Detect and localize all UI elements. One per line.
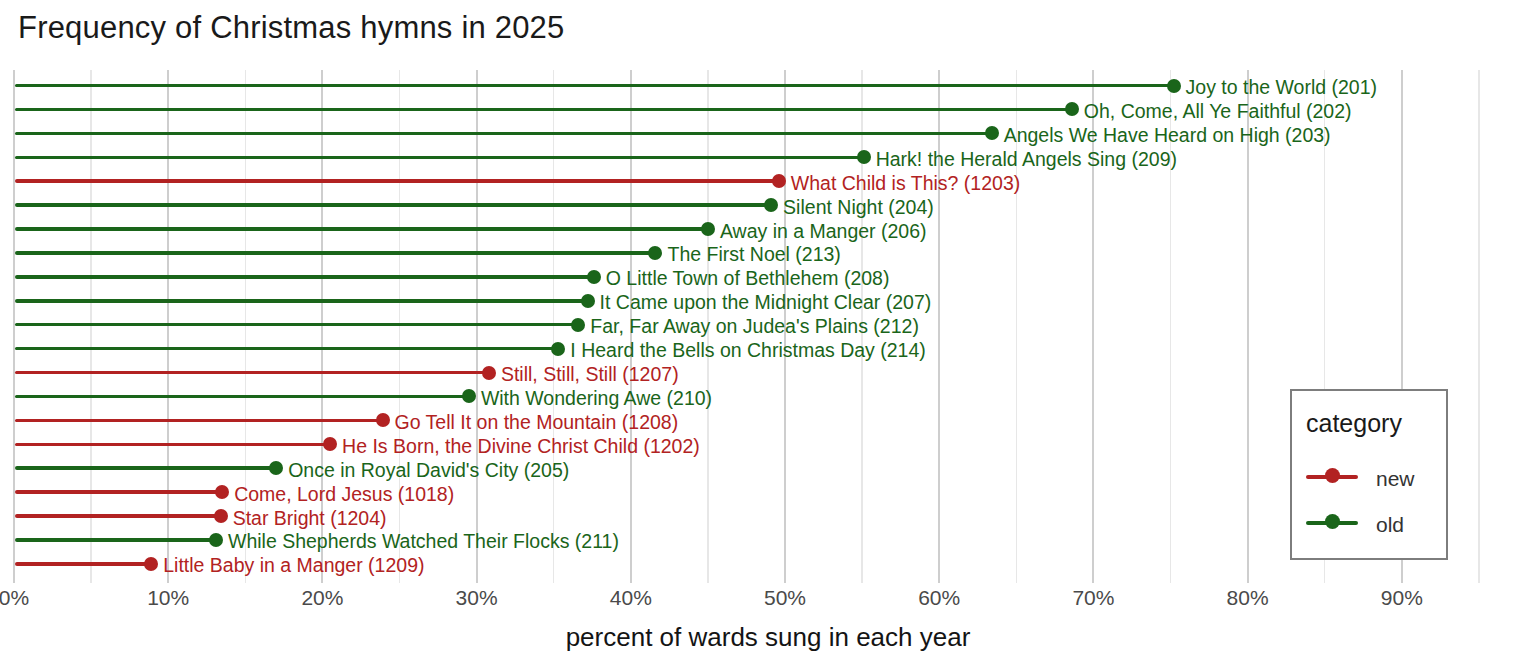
legend-key-dot bbox=[1325, 468, 1340, 483]
legend-key-dot bbox=[1325, 514, 1340, 529]
lollipop-dot bbox=[1065, 102, 1079, 116]
x-tick-label-20: 20% bbox=[301, 586, 343, 610]
major-gridline-30 bbox=[476, 70, 478, 583]
lollipop-dot bbox=[551, 342, 565, 356]
lollipop-dot bbox=[587, 270, 601, 284]
lollipop-stem bbox=[15, 132, 992, 136]
lollipop-label: Oh, Come, All Ye Faithful (202) bbox=[1084, 102, 1352, 122]
lollipop-stem bbox=[15, 251, 655, 255]
lollipop-stem bbox=[15, 347, 558, 351]
major-gridline-10 bbox=[167, 70, 169, 583]
x-tick-label-50: 50% bbox=[764, 586, 806, 610]
lollipop-dot bbox=[1167, 79, 1181, 93]
lollipop-label: Go Tell It on the Mountain (1208) bbox=[395, 413, 679, 433]
lollipop-dot bbox=[323, 437, 337, 451]
major-gridline-0 bbox=[13, 70, 15, 583]
lollipop-dot bbox=[581, 294, 595, 308]
minor-gridline-25 bbox=[399, 70, 401, 583]
lollipop-stem bbox=[15, 371, 489, 375]
lollipop-label: While Shepherds Watched Their Flocks (21… bbox=[228, 532, 619, 552]
lollipop-label: Hark! the Herald Angels Sing (209) bbox=[876, 150, 1177, 170]
major-gridline-60 bbox=[938, 70, 940, 583]
x-tick-label-60: 60% bbox=[918, 586, 960, 610]
lollipop-stem bbox=[15, 466, 276, 470]
lollipop-stem bbox=[15, 514, 221, 518]
major-gridline-80 bbox=[1247, 70, 1249, 583]
lollipop-label: Angels We Have Heard on High (203) bbox=[1004, 126, 1331, 146]
x-tick-label-90: 90% bbox=[1381, 586, 1423, 610]
minor-gridline-95 bbox=[1478, 70, 1480, 583]
lollipop-stem bbox=[15, 179, 779, 183]
plot-area: Joy to the World (201) Oh, Come, All Ye F… bbox=[0, 0, 1536, 672]
lollipop-label: Still, Still, Still (1207) bbox=[501, 365, 679, 385]
lollipop-stem bbox=[15, 490, 222, 494]
lollipop-dot bbox=[985, 126, 999, 140]
lollipop-label: It Came upon the Midnight Clear (207) bbox=[600, 293, 932, 313]
x-tick-label-0: 0% bbox=[0, 586, 29, 610]
minor-gridline-75 bbox=[1170, 70, 1172, 583]
lollipop-stem bbox=[15, 156, 864, 160]
minor-gridline-35 bbox=[553, 70, 555, 583]
lollipop-dot bbox=[209, 533, 223, 547]
lollipop-stem bbox=[15, 538, 216, 542]
lollipop-dot bbox=[269, 461, 283, 475]
x-tick-label-40: 40% bbox=[610, 586, 652, 610]
lollipop-dot bbox=[462, 389, 476, 403]
lollipop-dot bbox=[764, 198, 778, 212]
lollipop-label: Come, Lord Jesus (1018) bbox=[234, 485, 454, 505]
legend-title: category bbox=[1306, 409, 1402, 438]
minor-gridline-65 bbox=[1016, 70, 1018, 583]
lollipop-dot bbox=[215, 485, 229, 499]
lollipop-stem bbox=[15, 108, 1072, 112]
lollipop-label: Once in Royal David's City (205) bbox=[288, 461, 569, 481]
x-tick-label-70: 70% bbox=[1072, 586, 1114, 610]
lollipop-label: What Child is This? (1203) bbox=[791, 174, 1020, 194]
lollipop-dot bbox=[214, 509, 228, 523]
x-axis-title: percent of wards sung in each year bbox=[0, 622, 1536, 653]
lollipop-stem bbox=[15, 395, 469, 399]
x-tick-label-80: 80% bbox=[1227, 586, 1269, 610]
legend-entry-label: new bbox=[1376, 467, 1415, 491]
lollipop-label: With Wondering Awe (210) bbox=[481, 389, 712, 409]
lollipop-label: The First Noel (213) bbox=[667, 245, 840, 265]
lollipop-label: O Little Town of Bethlehem (208) bbox=[606, 269, 890, 289]
lollipop-dot bbox=[144, 557, 158, 571]
lollipop-label: Away in a Manger (206) bbox=[720, 222, 927, 242]
lollipop-stem bbox=[15, 203, 771, 207]
lollipop-stem bbox=[15, 227, 708, 231]
lollipop-label: Star Bright (1204) bbox=[233, 509, 387, 529]
lollipop-dot bbox=[571, 318, 585, 332]
legend-entry-label: old bbox=[1376, 513, 1404, 537]
major-gridline-70 bbox=[1092, 70, 1094, 583]
lollipop-dot bbox=[772, 174, 786, 188]
lollipop-label: He Is Born, the Divine Christ Child (120… bbox=[342, 437, 700, 457]
lollipop-label: Joy to the World (201) bbox=[1186, 78, 1377, 98]
lollipop-dot bbox=[648, 246, 662, 260]
lollipop-label: Far, Far Away on Judea's Plains (212) bbox=[590, 317, 919, 337]
x-tick-label-30: 30% bbox=[456, 586, 498, 610]
x-tick-label-10: 10% bbox=[147, 586, 189, 610]
lollipop-stem bbox=[15, 419, 383, 423]
minor-gridline-5 bbox=[90, 70, 92, 583]
lollipop-stem bbox=[15, 275, 594, 279]
lollipop-label: Silent Night (204) bbox=[783, 198, 934, 218]
lollipop-dot bbox=[857, 150, 871, 164]
lollipop-label: I Heard the Bells on Christmas Day (214) bbox=[570, 341, 925, 361]
lollipop-stem bbox=[15, 299, 588, 303]
legend: category new old bbox=[1290, 389, 1448, 560]
lollipop-label: Little Baby in a Manger (1209) bbox=[163, 556, 424, 576]
lollipop-stem bbox=[15, 323, 578, 327]
lollipop-stem bbox=[15, 562, 151, 566]
lollipop-dot bbox=[701, 222, 715, 236]
lollipop-stem bbox=[15, 443, 330, 447]
lollipop-dot bbox=[482, 366, 496, 380]
lollipop-dot bbox=[376, 413, 390, 427]
lollipop-stem bbox=[15, 84, 1174, 88]
